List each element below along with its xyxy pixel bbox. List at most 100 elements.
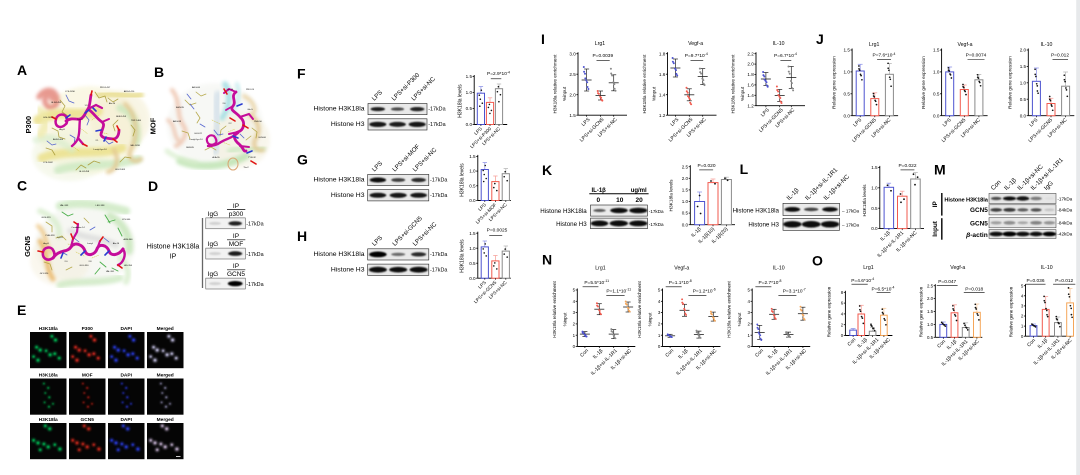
svg-text:Lactyl-Lys-14: Lactyl-Lys-14 [190,138,204,141]
svg-text:2: 2 [573,322,576,327]
svg-text:1.0: 1.0 [466,90,473,95]
svg-text:4: 4 [841,312,844,317]
svg-text:1.8: 1.8 [747,72,754,77]
svg-text:LPS: LPS [473,126,483,136]
svg-text:1.6: 1.6 [747,83,754,88]
svg-text:20: 20 [635,197,643,204]
svg-text:-17kDa: -17kDa [649,209,664,214]
svg-text:1.5: 1.5 [569,113,576,118]
svg-text:2: 2 [841,322,844,327]
svg-text:1.8: 1.8 [659,51,666,56]
svg-text:1.5: 1.5 [871,165,878,170]
svg-text:2.1: 2.1 [95,140,99,142]
svg-text:Lys-9: Lys-9 [77,119,83,121]
svg-text:PHE-50: PHE-50 [254,121,262,123]
svg-text:H3K18la levels: H3K18la levels [458,84,464,118]
svg-text:1.0: 1.0 [1020,80,1027,85]
svg-text:2.0: 2.0 [64,261,68,263]
svg-text:GLU-22: GLU-22 [194,133,202,135]
svg-text:H3K18la relative enrichment: H3K18la relative enrichment [642,54,647,114]
svg-text:P=0.036: P=0.036 [1026,278,1044,284]
svg-text:Arg-8: Arg-8 [43,242,49,245]
svg-text:IgG: IgG [208,211,218,218]
svg-text:ALA-55: ALA-55 [212,156,220,159]
svg-text:0.5: 0.5 [466,106,473,111]
svg-text:M: M [934,162,946,178]
svg-text:C: C [17,178,27,194]
svg-text:Merged: Merged [157,326,174,332]
svg-text:HIS-354: HIS-354 [124,265,133,267]
svg-text:Lactyl-Lys-14: Lactyl-Lys-14 [94,148,108,151]
svg-text:SER-85: SER-85 [186,147,194,149]
svg-text:-42kDa: -42kDa [1057,232,1072,237]
svg-text:P=1.1*10-8: P=1.1*10-8 [669,279,692,286]
svg-text:H: H [297,228,307,244]
svg-text:IL-10: IL-10 [773,41,785,47]
svg-text:LPS: LPS [477,280,487,290]
svg-text:1.4: 1.4 [747,93,754,98]
svg-text:MOF: MOF [149,117,158,134]
svg-text:H3K18la relative enrichment: H3K18la relative enrichment [637,280,642,337]
svg-text:P=0.0074: P=0.0074 [966,53,987,59]
svg-text:2: 2 [658,322,661,327]
svg-text:-84kDa: -84kDa [1057,207,1072,212]
svg-text:VAL-333: VAL-333 [60,204,69,207]
svg-text:IP: IP [932,201,939,208]
svg-text:Histone H3: Histone H3 [331,266,365,273]
svg-text:1.5: 1.5 [933,48,940,53]
svg-text:GLU-350: GLU-350 [80,265,90,267]
svg-text:Lys-9: Lys-9 [57,237,63,239]
svg-text:Histone H3K18la: Histone H3K18la [733,207,780,214]
svg-text:GLN-66: GLN-66 [258,137,266,139]
svg-text:– 17kDa: – 17kDa [842,223,860,228]
svg-text:LPS: LPS [477,202,487,212]
svg-text:0.5: 0.5 [1020,97,1027,102]
svg-text:Merged: Merged [157,417,174,423]
svg-text:E: E [17,302,26,318]
svg-text:1.0: 1.0 [844,70,851,75]
svg-text:Relative gene expression: Relative gene expression [832,56,837,109]
svg-text:-17kDa: -17kDa [1057,196,1072,201]
svg-text:0.5: 0.5 [682,211,689,216]
svg-text:Candidate-14: Candidate-14 [71,226,85,229]
svg-text:P=4.6*10-4: P=4.6*10-4 [851,277,874,284]
svg-text:-17kDa: -17kDa [246,222,263,228]
svg-text:0.0: 0.0 [469,198,476,203]
svg-text:0: 0 [573,344,576,349]
svg-text:-17kDa: -17kDa [428,107,445,113]
svg-text:ASN-95: ASN-95 [176,106,184,109]
svg-text:MOF: MOF [82,372,93,378]
svg-text:Histone H3K18la: Histone H3K18la [313,106,364,113]
svg-text:Histone H3: Histone H3 [331,121,365,128]
svg-text:0.0: 0.0 [469,276,476,281]
svg-text:10: 10 [616,197,624,204]
svg-text:IP: IP [170,254,177,261]
svg-text:P=0.022: P=0.022 [898,163,916,169]
svg-text:G: G [297,152,308,168]
svg-text:1.5: 1.5 [469,231,476,236]
svg-text:P=9.7*10-4: P=9.7*10-4 [685,52,708,59]
svg-text:P=7.6*10-4: P=7.6*10-4 [873,52,896,59]
svg-text:GLU-1458: GLU-1458 [79,171,90,173]
svg-text:1.2: 1.2 [747,103,754,108]
svg-text:1.2: 1.2 [659,113,666,118]
svg-text:Relative gene expression: Relative gene expression [827,286,832,337]
svg-text:P=6.5*10-4: P=6.5*10-4 [872,286,895,293]
svg-text:1.9: 1.9 [84,105,88,107]
svg-text:P=0.047: P=0.047 [938,279,956,285]
svg-text:D: D [148,178,158,194]
svg-text:2.8: 2.8 [88,261,92,263]
svg-text:GCN5: GCN5 [81,417,95,423]
svg-text:0.5: 0.5 [469,183,476,188]
svg-text:Vegf-a: Vegf-a [688,41,703,47]
svg-text:Histone H3K18la: Histone H3K18la [147,244,200,251]
svg-text:5: 5 [748,288,751,293]
svg-text:1: 1 [1021,324,1024,329]
svg-text:Vegf-a: Vegf-a [674,265,689,271]
svg-text:DAPI: DAPI [120,417,132,423]
svg-text:P=5.5*10-11: P=5.5*10-11 [584,279,609,286]
svg-text:2.2: 2.2 [228,123,232,125]
svg-text:LPS: LPS [942,117,953,128]
svg-text:LYS-1462: LYS-1462 [43,162,53,164]
svg-text:ARG-98: ARG-98 [173,120,182,123]
